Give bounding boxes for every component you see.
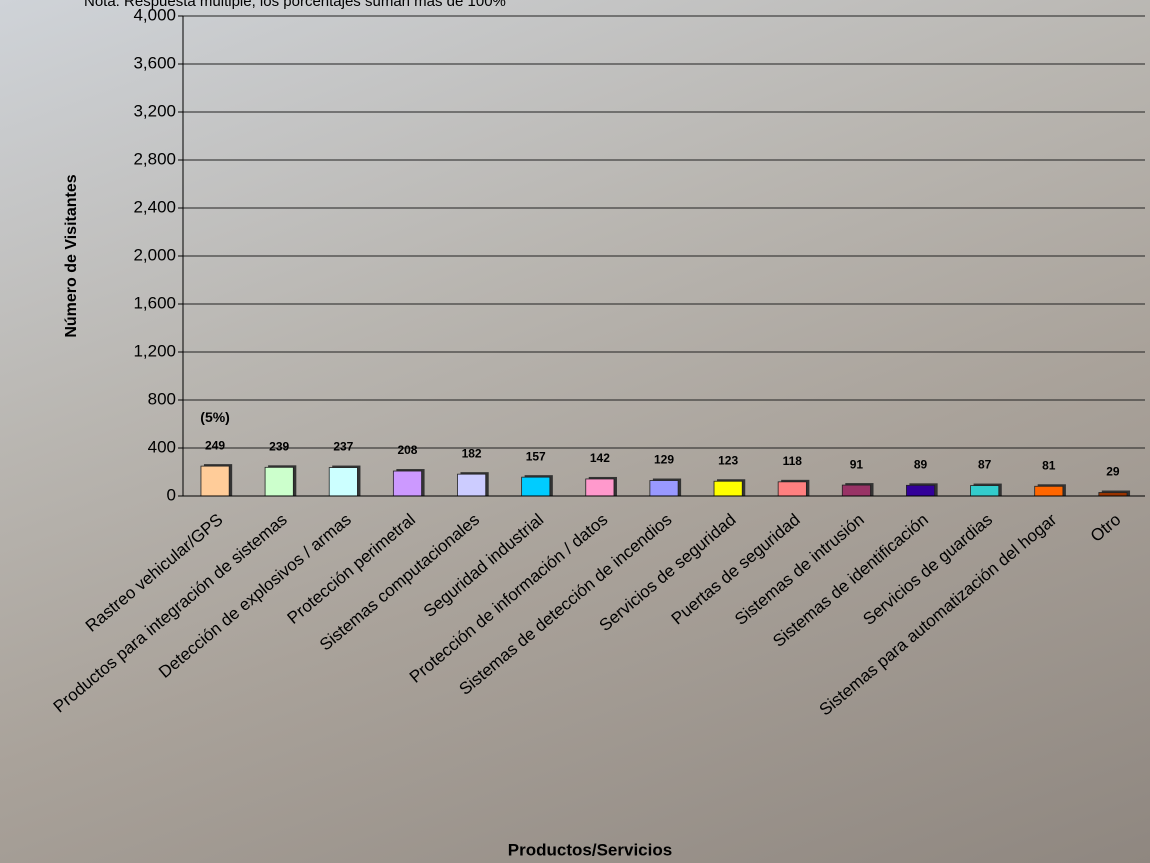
note: Nota: Respuesta múltiple, los porcentaje… [84,0,506,10]
x-axis-title: Productos/Servicios [508,840,672,859]
x-tick-label: Productos para integración de sistemas [50,510,291,716]
y-tick-label: 1,600 [133,293,176,312]
data-label: 87 [978,458,992,472]
data-label: 239 [269,439,289,453]
bar [392,470,422,497]
bar [328,467,358,497]
bar [457,473,487,497]
data-label: 118 [783,454,803,468]
bar [841,484,871,497]
bar [585,478,615,497]
data-label: 249 [205,438,225,452]
bar [264,466,294,497]
data-label: 81 [1042,458,1056,472]
y-axis-title: Número de Visitantes [63,174,80,337]
bar [713,480,743,497]
bar [200,465,230,497]
annotation: (5%) [200,409,230,425]
data-label: 142 [590,451,610,465]
bar [1034,485,1064,497]
data-label: 29 [1106,465,1120,479]
data-label: 123 [718,453,738,467]
data-label: 208 [397,443,417,457]
bar [1098,492,1128,497]
y-tick-label: 1,200 [133,341,176,360]
bar [970,485,1000,497]
data-label: 89 [914,457,928,471]
data-label: 237 [333,440,353,454]
data-label: 157 [526,449,546,463]
bar [777,481,807,497]
y-tick-label: 2,400 [133,197,176,216]
y-tick-label: 400 [148,437,176,456]
bar [906,484,936,497]
data-label: 91 [850,457,864,471]
data-label: 182 [462,446,482,460]
x-tick-label: Otro [1087,510,1125,546]
x-tick-label: Seguridad industrial [420,510,547,621]
x-tick-label: Sistemas para automatización del hogar [816,510,1061,720]
data-label: 129 [654,453,674,467]
y-tick-label: 2,000 [133,245,176,264]
y-tick-label: 2,800 [133,149,176,168]
y-tick-label: 4,000 [133,5,176,24]
y-tick-label: 0 [167,485,176,504]
bar [521,476,551,497]
y-tick-label: 3,200 [133,101,176,120]
y-tick-label: 3,600 [133,53,176,72]
y-tick-label: 800 [148,389,176,408]
bar [649,480,679,497]
